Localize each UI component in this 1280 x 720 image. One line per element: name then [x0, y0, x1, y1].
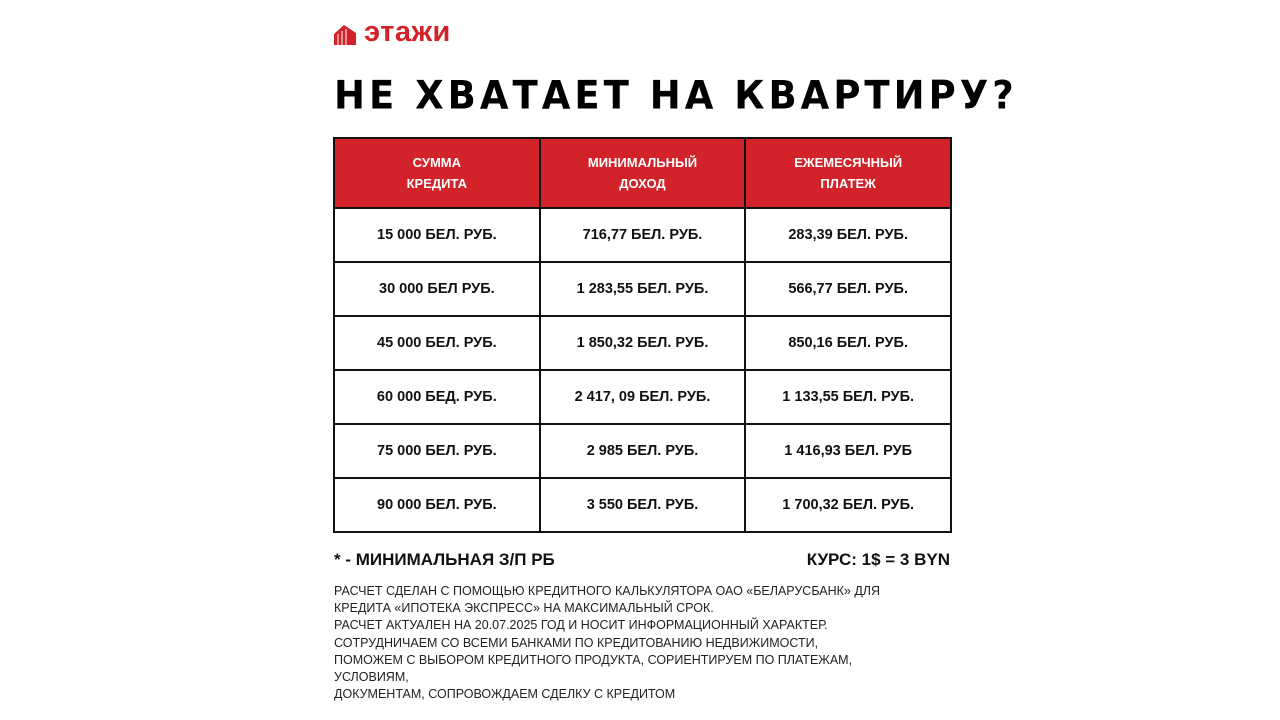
min-income-cell: 1 850,32 БЕЛ. РУБ. — [538, 315, 747, 371]
min-income-cell: 2 417, 09 БЕЛ. РУБ. — [538, 369, 747, 425]
column-header-line: КРЕДИТА — [406, 176, 468, 191]
table-row: 45 000 БЕЛ. РУБ. 1 850,32 БЕЛ. РУБ. 850,16… — [333, 315, 952, 371]
monthly-payment-cell: 283,39 БЕЛ. РУБ. — [744, 207, 952, 263]
column-header-line: ПЛАТЕЖ — [820, 176, 876, 191]
brand-name: этажи — [364, 16, 451, 48]
min-income-cell: 3 550 БЕЛ. РУБ. — [538, 477, 747, 533]
table-header-row: СУММА КРЕДИТА МИНИМАЛЬНЫЙ ДОХОД ЕЖЕМЕСЯЧНЫЙ П… — [333, 137, 952, 209]
column-header: МИНИМАЛЬНЫЙ ДОХОД — [538, 137, 747, 209]
column-header-line: ДОХОД — [619, 176, 666, 191]
column-header-line: СУММА — [412, 155, 461, 170]
disclaimer-line: РАСЧЕТ СДЕЛАН С ПОМОЩЬЮ КРЕДИТНОГО КАЛЬК… — [334, 584, 881, 598]
loan-amount-cell: 60 000 БЕД. РУБ. — [333, 369, 541, 425]
disclaimer: РАСЧЕТ СДЕЛАН С ПОМОЩЬЮ КРЕДИТНОГО КАЛЬК… — [334, 583, 954, 703]
column-header: СУММА КРЕДИТА — [333, 137, 541, 209]
disclaimer-line: КРЕДИТА «ИПОТЕКА ЭКСПРЕСС» НА МАКСИМАЛЬН… — [334, 601, 714, 616]
table-row: 75 000 БЕЛ. РУБ. 2 985 БЕЛ. РУБ. 1 416,93 … — [333, 423, 952, 479]
table-row: 15 000 БЕЛ. РУБ. 716,77 БЕЛ. РУБ. 283,39 Б… — [333, 207, 952, 263]
min-income-cell: 2 985 БЕЛ. РУБ. — [538, 423, 747, 479]
monthly-payment-cell: 1 133,55 БЕЛ. РУБ. — [744, 369, 952, 425]
monthly-payment-cell: 566,77 БЕЛ. РУБ. — [744, 261, 952, 317]
monthly-payment-cell: 1 416,93 БЕЛ. РУБ — [744, 423, 952, 479]
loan-amount-cell: 45 000 БЕЛ. РУБ. — [333, 315, 541, 371]
brand-logo: этажи — [334, 18, 451, 47]
min-income-cell: 1 283,55 БЕЛ. РУБ. — [538, 261, 747, 317]
disclaimer-line: ПОМОЖЕМ С ВЫБОРОМ КРЕДИТНОГО ПРОДУКТА, С… — [334, 652, 853, 667]
page-title: НЕ ХВАТАЕТ НА КВАРТИРУ? — [334, 72, 1018, 119]
min-income-cell: 716,77 БЕЛ. РУБ. — [538, 207, 747, 263]
column-header-line: МИНИМАЛЬНЫЙ — [587, 155, 698, 170]
loan-amount-cell: 30 000 БЕЛ РУБ. — [333, 261, 541, 317]
disclaimer-line: ДОКУМЕНТАМ, СОПРОВОЖДАЕМ СДЕЛКУ С КРЕДИТ… — [334, 687, 676, 702]
loan-amount-cell: 75 000 БЕЛ. РУБ. — [333, 423, 541, 479]
footnote: * - МИНИМАЛЬНАЯ З/П РБ — [334, 550, 555, 569]
exchange-rate: КУРС: 1$ = 3 BYN — [806, 550, 950, 569]
loan-amount-cell: 15 000 БЕЛ. РУБ. — [333, 207, 541, 263]
disclaimer-line: УСЛОВИЯМ, — [334, 670, 409, 685]
monthly-payment-cell: 850,16 БЕЛ. РУБ. — [744, 315, 952, 371]
column-header: ЕЖЕМЕСЯЧНЫЙ ПЛАТЕЖ — [744, 137, 952, 209]
column-header-line: ЕЖЕМЕСЯЧНЫЙ — [794, 155, 903, 170]
table-row: 60 000 БЕД. РУБ. 2 417, 09 БЕЛ. РУБ. 1 133… — [333, 369, 952, 425]
disclaimer-line: СОТРУДНИЧАЕМ СО ВСЕМИ БАНКАМИ ПО КРЕДИТО… — [334, 635, 819, 650]
loan-table: СУММА КРЕДИТА МИНИМАЛЬНЫЙ ДОХОД ЕЖЕМЕСЯЧНЫЙ П… — [333, 137, 952, 533]
monthly-payment-cell: 1 700,32 БЕЛ. РУБ. — [744, 477, 952, 533]
table-row: 30 000 БЕЛ РУБ. 1 283,55 БЕЛ. РУБ. 566,77 … — [333, 261, 952, 317]
building-logo-icon — [334, 24, 356, 45]
loan-amount-cell: 90 000 БЕЛ. РУБ. — [333, 477, 541, 533]
disclaimer-line: РАСЧЕТ АКТУАЛЕН НА 20.07.2025 ГОД И НОСИ… — [334, 618, 828, 633]
table-row: 90 000 БЕЛ. РУБ. 3 550 БЕЛ. РУБ. 1 700,32 … — [333, 477, 952, 533]
